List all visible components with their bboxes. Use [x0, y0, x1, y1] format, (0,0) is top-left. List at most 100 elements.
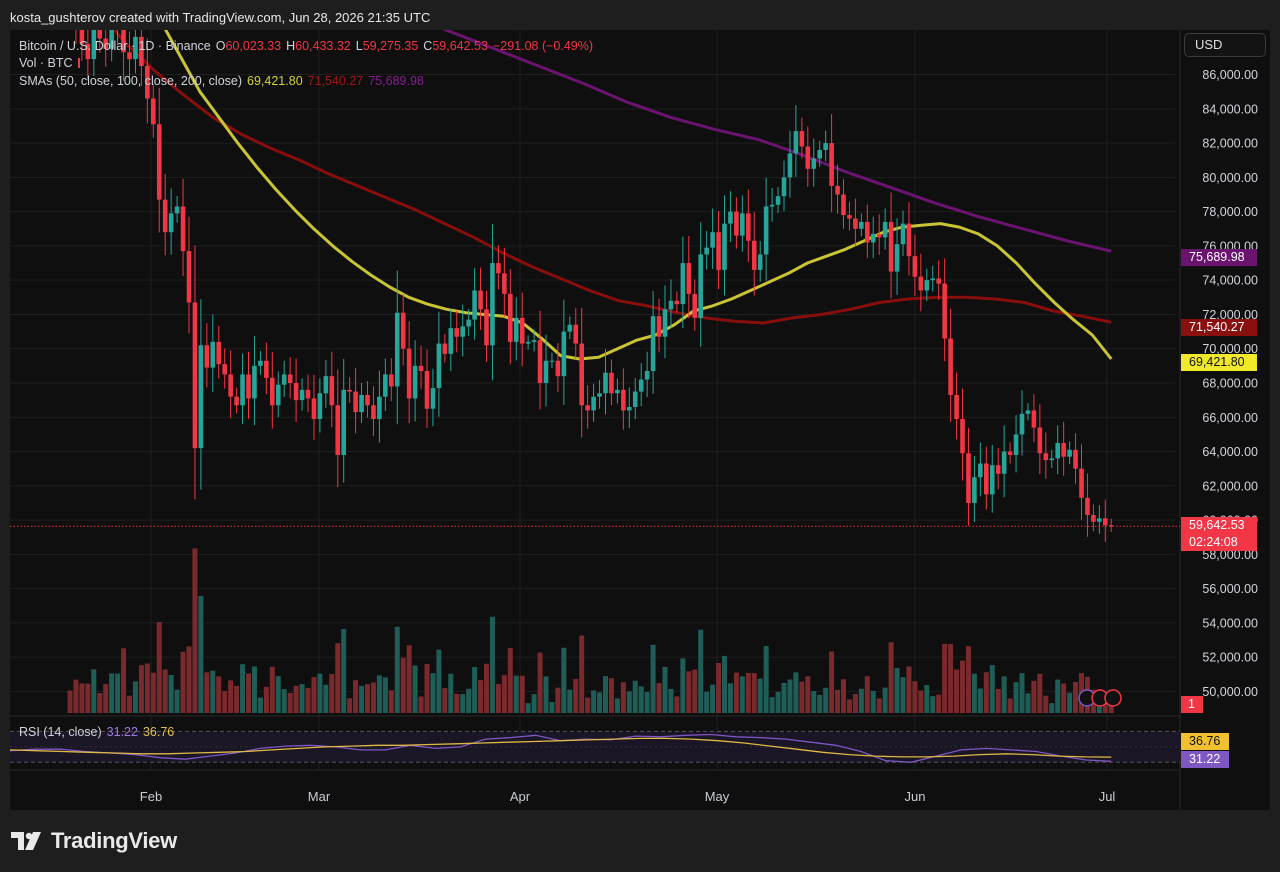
volume-bar — [222, 691, 228, 713]
volume-bar — [382, 677, 388, 713]
volume-bar — [769, 697, 775, 713]
candle-body — [1043, 453, 1049, 461]
candle-body — [900, 223, 906, 245]
volume-bar — [894, 667, 900, 713]
candle-body — [555, 360, 561, 377]
top-bar: kosta_gushterov created with TradingView… — [0, 0, 1280, 34]
event-marker-icon — [1104, 689, 1122, 707]
change-value: −291.08 (−0.49%) — [492, 39, 594, 53]
candle-body — [734, 211, 739, 236]
close-label: C — [423, 39, 433, 53]
volume-bar — [680, 658, 686, 713]
volume-bar — [210, 670, 216, 713]
candle-body — [1031, 410, 1037, 428]
candle-body — [252, 365, 257, 399]
rsi-ma-value: 36.76 — [142, 725, 175, 739]
candle-body — [704, 247, 709, 255]
chart-canvas[interactable]: Feb Mar Apr May Jun Jul 50,000.00 52,000.00 54,0… — [10, 30, 1270, 810]
candle-body — [192, 302, 198, 449]
y-tick-label: 70,000.00 — [1202, 342, 1258, 356]
candle-body — [811, 158, 817, 169]
chart-frame[interactable]: Feb Mar Apr May Jun Jul 50,000.00 52,000.00 54,0… — [10, 30, 1270, 810]
volume-bar — [1108, 701, 1114, 713]
volume-bar — [971, 673, 977, 713]
high-label: H — [286, 39, 296, 53]
candle-body — [156, 124, 162, 200]
volume-bar — [448, 673, 454, 713]
volume-bar — [180, 651, 186, 713]
volume-bar — [650, 644, 656, 713]
candle-body — [870, 233, 876, 243]
sma-legend[interactable]: SMAs (50, close, 100, close, 200, close)… — [19, 74, 429, 88]
candle-body — [162, 199, 168, 233]
candle-body — [394, 312, 400, 387]
low-label: L — [355, 39, 363, 53]
volume-bar — [716, 663, 722, 713]
volume-bar — [924, 685, 930, 713]
candle-body — [686, 263, 692, 294]
candle-body — [835, 185, 840, 195]
candle-body — [341, 389, 346, 455]
volume-bar — [460, 694, 466, 713]
candle-body — [490, 263, 495, 346]
volume-bar — [936, 694, 942, 713]
symbol-legend[interactable]: Bitcoin / U.S. Dollar · 1D · Binance O60,… — [19, 39, 598, 53]
volume-bar — [489, 616, 495, 713]
candle-body — [275, 384, 281, 406]
volume-bar — [811, 691, 817, 713]
candle-body — [210, 341, 216, 368]
candle-body — [650, 316, 656, 371]
volume-bar — [597, 692, 603, 713]
volume-bar — [293, 685, 299, 713]
last-price-value: 59,642.53 — [1189, 518, 1245, 532]
volume-bar — [674, 696, 680, 713]
sma-legend-label[interactable]: SMAs (50, close, 100, close, 200, close) — [19, 74, 243, 88]
currency-button[interactable]: USD — [1184, 33, 1266, 57]
volume-bar — [1037, 673, 1043, 713]
volume-bar — [430, 673, 436, 713]
candle-body — [847, 215, 852, 219]
symbol-name[interactable]: Bitcoin / U.S. Dollar · 1D · Binance — [19, 39, 211, 53]
sma200-price-badge: 75,689.98 — [1181, 249, 1257, 266]
volume-bar — [638, 686, 644, 713]
open-label: O — [215, 39, 226, 53]
candle-body — [656, 316, 662, 337]
candle-body — [1103, 518, 1108, 526]
volume-legend[interactable]: Vol · BTC — [19, 56, 85, 70]
snapshot-caption: kosta_gushterov created with TradingView… — [10, 10, 431, 25]
volume-bar — [121, 648, 127, 713]
candle-body — [448, 328, 454, 354]
volume-bar — [989, 665, 995, 713]
volume-bar — [263, 686, 269, 713]
volume-bar — [1073, 682, 1079, 713]
volume-bar — [745, 672, 751, 713]
volume-bar — [710, 684, 716, 713]
candle-body — [865, 221, 870, 243]
candle-body — [472, 290, 477, 320]
volume-legend-label[interactable]: Vol · BTC — [19, 56, 73, 70]
volume-bar — [668, 688, 674, 713]
volume-bar — [198, 595, 204, 713]
volume-bar — [91, 669, 97, 713]
volume-bar — [240, 664, 246, 713]
volume-bar — [1025, 693, 1031, 713]
rsi-legend[interactable]: RSI (14, close) 31.22 36.76 — [19, 725, 179, 739]
open-value: 60,023.33 — [225, 39, 282, 53]
volume-bar — [132, 681, 138, 713]
volume-bar — [888, 642, 894, 713]
volume-bar — [543, 676, 549, 713]
sma50-price-badge: 69,421.80 — [1181, 354, 1257, 371]
candle-body — [751, 240, 757, 270]
candle-body — [287, 374, 293, 383]
volume-bar — [906, 666, 912, 713]
rsi-legend-label[interactable]: RSI (14, close) — [19, 725, 102, 739]
volume-bar — [1049, 703, 1055, 713]
volume-bar — [591, 690, 597, 713]
volume-bar — [365, 684, 370, 713]
candle-body — [311, 398, 317, 419]
tradingview-logo[interactable]: TradingView — [11, 826, 177, 856]
volume-bar — [965, 646, 971, 713]
candle-body — [1055, 442, 1060, 459]
candle-body — [644, 371, 650, 380]
candle-body — [525, 341, 531, 344]
